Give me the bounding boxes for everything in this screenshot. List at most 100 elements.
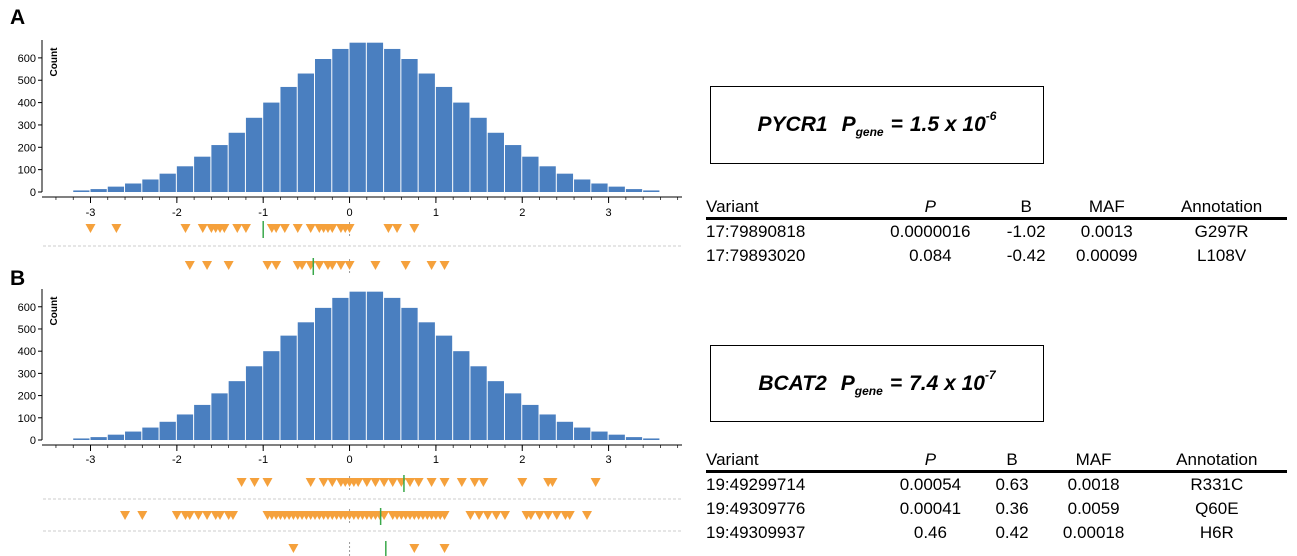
- cell-annotation: Q60E: [1195, 499, 1239, 518]
- histogram-bar: [315, 307, 332, 440]
- variant-marker: [111, 224, 122, 233]
- variant-marker: [439, 544, 450, 553]
- variant-marker: [426, 478, 437, 487]
- histogram-bar: [142, 427, 159, 440]
- variant-marker: [227, 511, 238, 520]
- y-tick-label: 0: [30, 435, 36, 447]
- histogram-bar: [522, 156, 539, 192]
- p-subscript: gene: [855, 125, 884, 139]
- histogram-bar: [125, 183, 142, 192]
- variant-marker: [465, 511, 476, 520]
- histogram-bar: [625, 437, 643, 440]
- histogram-bar: [245, 366, 263, 440]
- histogram-bar: [125, 431, 142, 440]
- cell-p: 0.0000016: [890, 222, 971, 241]
- table-row: 19:49309937 0.46 0.42 0.00018 H6R: [706, 521, 1287, 545]
- header-p: P: [877, 449, 984, 473]
- histogram-bar: [297, 322, 315, 440]
- x-tick-label: -3: [86, 207, 96, 219]
- variant-marker: [85, 224, 96, 233]
- histogram-bar: [73, 190, 90, 192]
- histogram-bar: [435, 86, 453, 192]
- histogram-bar: [245, 117, 263, 192]
- variant-marker: [590, 478, 601, 487]
- cell-p: 0.46: [913, 523, 947, 542]
- variant-marker: [292, 224, 303, 233]
- variant-marker: [409, 544, 420, 553]
- histogram-bar: [470, 117, 487, 192]
- variant-marker: [439, 511, 450, 520]
- header-b: B: [995, 196, 1058, 220]
- p-value-mantissa: 7.4 x 10: [909, 371, 985, 395]
- histogram-bar: [574, 179, 591, 192]
- variant-marker: [215, 511, 226, 520]
- x-tick-label: 1: [433, 454, 439, 466]
- y-tick-label: 100: [18, 165, 36, 177]
- variant-marker: [379, 511, 390, 520]
- x-tick-label: 1: [433, 207, 439, 219]
- y-axis-label: Count: [49, 296, 60, 326]
- y-tick-label: 200: [18, 391, 36, 403]
- histogram-bar: [159, 173, 176, 192]
- variant-marker: [370, 478, 381, 487]
- variant-marker: [439, 478, 450, 487]
- header-annotation: Annotation: [1156, 196, 1287, 220]
- variant-marker: [543, 511, 554, 520]
- histogram-bar: [401, 59, 418, 192]
- variant-marker: [318, 478, 329, 487]
- cell-variant: 17:79893020: [706, 246, 806, 265]
- variant-marker: [370, 261, 381, 270]
- cell-p: 0.00054: [899, 475, 962, 494]
- histogram-bar: [504, 393, 522, 440]
- y-axis-label: Count: [49, 47, 60, 77]
- header-annotation: Annotation: [1146, 449, 1287, 473]
- variant-marker: [482, 511, 493, 520]
- histogram-bar: [263, 351, 280, 440]
- table-row: 17:79893020 0.084 -0.42 0.00099 L108V: [706, 244, 1287, 268]
- variant-marker: [383, 224, 394, 233]
- variant-marker: [525, 511, 536, 520]
- variant-marker: [279, 224, 290, 233]
- variant-marker: [202, 261, 213, 270]
- histogram-bar: [211, 145, 228, 192]
- histogram-bar: [176, 414, 194, 440]
- variant-marker: [271, 224, 282, 233]
- table-row: 17:79890818 0.0000016 -1.02 0.0013 G297R: [706, 219, 1287, 245]
- variant-marker: [409, 224, 420, 233]
- y-tick-label: 400: [18, 98, 36, 110]
- gene-name: PYCR1: [757, 113, 828, 136]
- x-tick-label: 3: [606, 454, 612, 466]
- histogram-bar: [332, 297, 349, 440]
- p-value-exponent: -7: [984, 367, 996, 382]
- histogram-bar: [643, 190, 660, 192]
- variant-marker: [564, 511, 575, 520]
- y-tick-label: 200: [18, 142, 36, 154]
- variant-marker: [297, 261, 308, 270]
- x-tick-label: 2: [519, 454, 525, 466]
- variant-marker: [219, 224, 230, 233]
- variant-marker: [491, 511, 502, 520]
- variant-marker: [456, 478, 467, 487]
- histogram-bar: [453, 351, 470, 440]
- histogram-bar: [107, 434, 125, 440]
- histogram-bar: [418, 73, 435, 192]
- y-tick-label: 300: [18, 368, 36, 380]
- histogram-bar: [142, 179, 159, 192]
- cell-annotation: L108V: [1197, 246, 1247, 265]
- panel-letter-a: A: [10, 6, 26, 29]
- variant-marker: [499, 511, 510, 520]
- variant-marker: [517, 478, 528, 487]
- variant-marker: [184, 261, 195, 270]
- histogram-chart-b: 0 100 200 300 400 500 600 Count -3 -2 -1 0 1 2 3: [18, 289, 682, 556]
- histogram-bar: [591, 183, 608, 192]
- variant-marker: [184, 511, 195, 520]
- variant-marker: [262, 261, 273, 270]
- histogram-bar: [591, 431, 608, 440]
- table-row: 19:49299714 0.00054 0.63 0.0018 R331C: [706, 472, 1287, 498]
- variant-marker: [582, 511, 593, 520]
- cell-p: 0.084: [909, 246, 952, 265]
- histogram-bar: [539, 166, 556, 192]
- y-tick-label: 400: [18, 346, 36, 358]
- histogram-bar: [384, 48, 401, 192]
